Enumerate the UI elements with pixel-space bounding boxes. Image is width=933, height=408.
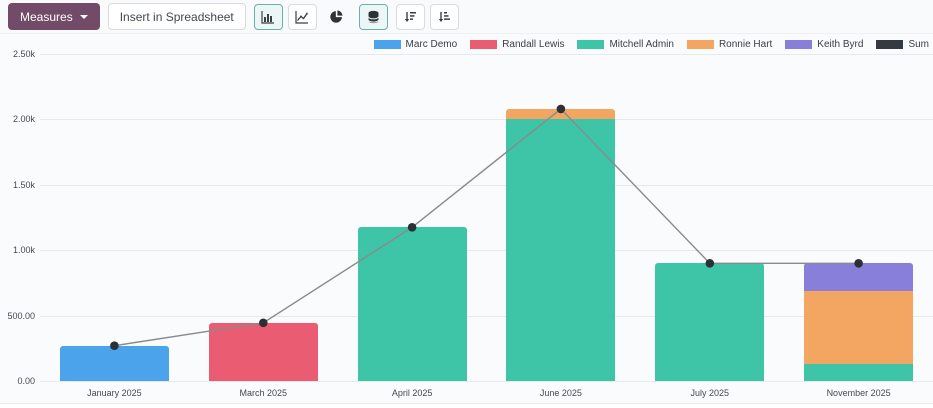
- x-axis-label: March 2025: [239, 388, 288, 398]
- gridline: [40, 250, 933, 252]
- bar-segment[interactable]: [804, 290, 914, 364]
- bar-segment[interactable]: [506, 108, 616, 120]
- legend-label: Randall Lewis: [502, 39, 565, 50]
- bar-segment[interactable]: [208, 322, 318, 381]
- legend-swatch: [686, 40, 714, 49]
- gridline: [40, 119, 933, 121]
- bar-chart-button[interactable]: [253, 3, 283, 30]
- gridline: [40, 184, 933, 186]
- y-axis-tick: 500.00: [7, 310, 35, 321]
- gridline: [40, 381, 933, 382]
- x-axis-label: January 2025: [87, 388, 142, 398]
- caret-down-icon: [79, 14, 88, 19]
- legend-item[interactable]: Randall Lewis: [470, 39, 564, 50]
- legend-swatch: [785, 40, 813, 49]
- bar-segment[interactable]: [655, 263, 765, 381]
- insert-in-spreadsheet-button[interactable]: Insert in Spreadsheet: [107, 3, 246, 30]
- legend-swatch: [470, 40, 498, 49]
- y-axis-tick: 0.00: [17, 376, 35, 386]
- sort-descending-icon: [403, 10, 417, 24]
- gridline: [40, 54, 933, 55]
- x-axis-label: November 2025: [826, 388, 891, 398]
- legend-label: Sum: [908, 39, 929, 50]
- sort-group: [395, 3, 459, 30]
- y-axis-tick: 1.50k: [12, 179, 35, 190]
- chart-legend: Marc Demo Randall Lewis Mitchell Admin Ronn…: [373, 39, 929, 50]
- legend-item[interactable]: Keith Byrd: [785, 39, 863, 50]
- x-axis-label: April 2025: [391, 388, 433, 398]
- bar-segment[interactable]: [804, 263, 914, 291]
- legend-label: Keith Byrd: [817, 39, 864, 50]
- y-axis-tick: 2.50k: [12, 49, 35, 59]
- bar-segment[interactable]: [59, 345, 169, 381]
- stacked-button[interactable]: [358, 3, 388, 30]
- gridline: [40, 315, 933, 317]
- legend-swatch: [577, 40, 605, 49]
- pie-chart-button[interactable]: [322, 4, 351, 30]
- x-axis-label: July 2025: [690, 388, 730, 398]
- legend-swatch: [876, 40, 904, 49]
- y-axis-tick: 1.00k: [12, 245, 35, 256]
- legend-item[interactable]: Ronnie Hart: [686, 39, 773, 50]
- legend-label: Ronnie Hart: [718, 39, 773, 50]
- bar-chart-icon: [261, 10, 275, 24]
- line-chart-button[interactable]: [287, 3, 317, 30]
- pie-chart-icon: [329, 9, 344, 24]
- sort-ascending-icon: [437, 10, 451, 24]
- legend-swatch: [373, 40, 401, 49]
- stacked-icon: [367, 10, 380, 24]
- legend-item[interactable]: Sum: [876, 39, 929, 50]
- measures-button-label: Measures: [20, 9, 73, 24]
- chart-type-toggle-group: [253, 3, 351, 30]
- x-axis-label: June 2025: [539, 388, 582, 398]
- legend-label: Mitchell Admin: [609, 39, 674, 50]
- bar-segment[interactable]: [804, 364, 914, 381]
- legend-item[interactable]: Marc Demo: [373, 39, 458, 50]
- legend-item[interactable]: Mitchell Admin: [577, 39, 674, 50]
- legend-label: Marc Demo: [405, 39, 458, 50]
- toolbar: Measures Insert in Spreadsheet: [0, 0, 933, 34]
- bar-segment[interactable]: [506, 119, 616, 381]
- bar-segment[interactable]: [357, 227, 467, 381]
- sort-descending-button[interactable]: [395, 3, 425, 30]
- stacked-toggle-group: [358, 3, 388, 30]
- sort-ascending-button[interactable]: [429, 3, 459, 30]
- measures-button[interactable]: Measures: [8, 3, 100, 30]
- line-chart-icon: [295, 10, 309, 24]
- y-axis-tick: 2.00k: [12, 114, 35, 125]
